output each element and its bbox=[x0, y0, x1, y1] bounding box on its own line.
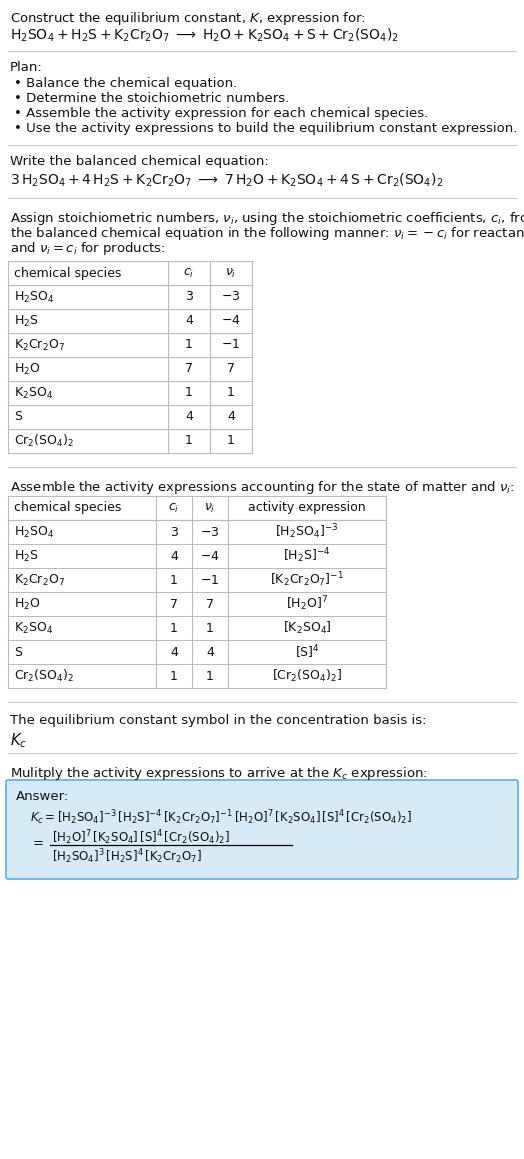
Text: the balanced chemical equation in the following manner: $\nu_i = -c_i$ for react: the balanced chemical equation in the fo… bbox=[10, 225, 524, 242]
Text: $c_i$: $c_i$ bbox=[183, 267, 194, 279]
Text: 1: 1 bbox=[227, 386, 235, 400]
Text: $-4$: $-4$ bbox=[221, 314, 241, 328]
Text: 4: 4 bbox=[170, 549, 178, 562]
Text: $[\mathrm{H_2SO_4}]^{-3}$: $[\mathrm{H_2SO_4}]^{-3}$ bbox=[275, 523, 339, 541]
Text: Plan:: Plan: bbox=[10, 61, 43, 74]
Text: chemical species: chemical species bbox=[14, 267, 122, 279]
Text: $\mathrm{H_2O}$: $\mathrm{H_2O}$ bbox=[14, 597, 40, 612]
Text: 1: 1 bbox=[170, 621, 178, 634]
Text: $-1$: $-1$ bbox=[221, 338, 241, 351]
Text: $[\mathrm{S}]^{4}$: $[\mathrm{S}]^{4}$ bbox=[294, 643, 320, 661]
Text: S: S bbox=[14, 410, 22, 423]
Text: $[\mathrm{H_2O}]^{7}$: $[\mathrm{H_2O}]^{7}$ bbox=[286, 595, 328, 613]
Text: $\mathrm{H_2S}$: $\mathrm{H_2S}$ bbox=[14, 313, 39, 328]
Text: The equilibrium constant symbol in the concentration basis is:: The equilibrium constant symbol in the c… bbox=[10, 714, 427, 727]
Text: $[\mathrm{H_2SO_4}]^{3}\,[\mathrm{H_2S}]^{4}\,[\mathrm{K_2Cr_2O_7}]$: $[\mathrm{H_2SO_4}]^{3}\,[\mathrm{H_2S}]… bbox=[52, 847, 202, 866]
Text: 1: 1 bbox=[185, 338, 193, 351]
Text: 4: 4 bbox=[206, 646, 214, 658]
Text: Assemble the activity expressions accounting for the state of matter and $\nu_i$: Assemble the activity expressions accoun… bbox=[10, 479, 515, 496]
Text: $-4$: $-4$ bbox=[200, 549, 220, 562]
Text: $\nu_i$: $\nu_i$ bbox=[204, 502, 216, 515]
Text: S: S bbox=[14, 646, 22, 658]
Text: $K_c = [\mathrm{H_2SO_4}]^{-3}\,[\mathrm{H_2S}]^{-4}\,[\mathrm{K_2Cr_2O_7}]^{-1}: $K_c = [\mathrm{H_2SO_4}]^{-3}\,[\mathrm… bbox=[30, 808, 412, 826]
Text: 4: 4 bbox=[185, 314, 193, 328]
Text: $\mathrm{Cr_2(SO_4)_2}$: $\mathrm{Cr_2(SO_4)_2}$ bbox=[14, 668, 74, 684]
Text: $\mathrm{K_2Cr_2O_7}$: $\mathrm{K_2Cr_2O_7}$ bbox=[14, 573, 65, 588]
Text: 1: 1 bbox=[206, 670, 214, 683]
Text: $[\mathrm{Cr_2(SO_4)_2}]$: $[\mathrm{Cr_2(SO_4)_2}]$ bbox=[272, 668, 342, 684]
Text: $\mathrm{3\, H_2SO_4 + 4\, H_2S + K_2Cr_2O_7 \;\longrightarrow\; 7\, H_2O + K_2S: $\mathrm{3\, H_2SO_4 + 4\, H_2S + K_2Cr_… bbox=[10, 172, 443, 189]
Text: • Use the activity expressions to build the equilibrium constant expression.: • Use the activity expressions to build … bbox=[14, 122, 517, 134]
Text: 7: 7 bbox=[185, 363, 193, 376]
Text: $\mathrm{K_2SO_4}$: $\mathrm{K_2SO_4}$ bbox=[14, 620, 53, 635]
Text: $[\mathrm{H_2O}]^{7}\,[\mathrm{K_2SO_4}]\,[\mathrm{S}]^{4}\,[\mathrm{Cr_2(SO_4)_: $[\mathrm{H_2O}]^{7}\,[\mathrm{K_2SO_4}]… bbox=[52, 828, 230, 847]
Text: 7: 7 bbox=[227, 363, 235, 376]
Text: 7: 7 bbox=[170, 598, 178, 611]
Text: Write the balanced chemical equation:: Write the balanced chemical equation: bbox=[10, 155, 269, 168]
Text: activity expression: activity expression bbox=[248, 502, 366, 515]
Text: $\mathrm{Cr_2(SO_4)_2}$: $\mathrm{Cr_2(SO_4)_2}$ bbox=[14, 433, 74, 449]
Text: $\mathrm{H_2SO_4}$: $\mathrm{H_2SO_4}$ bbox=[14, 525, 54, 540]
Text: $\mathrm{K_2Cr_2O_7}$: $\mathrm{K_2Cr_2O_7}$ bbox=[14, 337, 65, 352]
Text: Construct the equilibrium constant, $K$, expression for:: Construct the equilibrium constant, $K$,… bbox=[10, 10, 366, 27]
Text: 4: 4 bbox=[170, 646, 178, 658]
Text: 1: 1 bbox=[206, 621, 214, 634]
Text: 1: 1 bbox=[170, 574, 178, 586]
Text: and $\nu_i = c_i$ for products:: and $\nu_i = c_i$ for products: bbox=[10, 240, 166, 257]
Text: chemical species: chemical species bbox=[14, 502, 122, 515]
Text: 4: 4 bbox=[227, 410, 235, 423]
Text: $\mathrm{K_2SO_4}$: $\mathrm{K_2SO_4}$ bbox=[14, 386, 53, 401]
Text: 1: 1 bbox=[227, 435, 235, 447]
Text: $\mathrm{H_2SO_4 + H_2S + K_2Cr_2O_7 \;\longrightarrow\; H_2O + K_2SO_4 + S + Cr: $\mathrm{H_2SO_4 + H_2S + K_2Cr_2O_7 \;\… bbox=[10, 27, 399, 44]
Text: 7: 7 bbox=[206, 598, 214, 611]
Text: 1: 1 bbox=[185, 435, 193, 447]
Text: $c_i$: $c_i$ bbox=[168, 502, 180, 515]
FancyBboxPatch shape bbox=[6, 780, 518, 879]
Text: $-1$: $-1$ bbox=[200, 574, 220, 586]
Text: $[\mathrm{K_2SO_4}]$: $[\mathrm{K_2SO_4}]$ bbox=[282, 620, 331, 636]
Text: 1: 1 bbox=[185, 386, 193, 400]
Text: 3: 3 bbox=[170, 525, 178, 539]
Text: $\nu_i$: $\nu_i$ bbox=[225, 267, 237, 279]
Text: $-3$: $-3$ bbox=[200, 525, 220, 539]
Text: Assign stoichiometric numbers, $\nu_i$, using the stoichiometric coefficients, $: Assign stoichiometric numbers, $\nu_i$, … bbox=[10, 210, 524, 227]
Text: 3: 3 bbox=[185, 291, 193, 304]
Text: $=$: $=$ bbox=[30, 836, 44, 848]
Text: • Assemble the activity expression for each chemical species.: • Assemble the activity expression for e… bbox=[14, 107, 428, 121]
Text: $[\mathrm{H_2S}]^{-4}$: $[\mathrm{H_2S}]^{-4}$ bbox=[283, 547, 331, 566]
Text: $-3$: $-3$ bbox=[221, 291, 241, 304]
Text: Mulitply the activity expressions to arrive at the $K_c$ expression:: Mulitply the activity expressions to arr… bbox=[10, 765, 428, 782]
Text: $[\mathrm{K_2Cr_2O_7}]^{-1}$: $[\mathrm{K_2Cr_2O_7}]^{-1}$ bbox=[270, 570, 344, 589]
Text: • Balance the chemical equation.: • Balance the chemical equation. bbox=[14, 76, 237, 90]
Text: $\mathrm{H_2S}$: $\mathrm{H_2S}$ bbox=[14, 548, 39, 563]
Text: $\mathrm{H_2O}$: $\mathrm{H_2O}$ bbox=[14, 362, 40, 377]
Text: • Determine the stoichiometric numbers.: • Determine the stoichiometric numbers. bbox=[14, 92, 289, 105]
Text: $K_c$: $K_c$ bbox=[10, 731, 27, 750]
Text: Answer:: Answer: bbox=[16, 790, 69, 803]
Text: 1: 1 bbox=[170, 670, 178, 683]
Text: 4: 4 bbox=[185, 410, 193, 423]
Text: $\mathrm{H_2SO_4}$: $\mathrm{H_2SO_4}$ bbox=[14, 290, 54, 305]
